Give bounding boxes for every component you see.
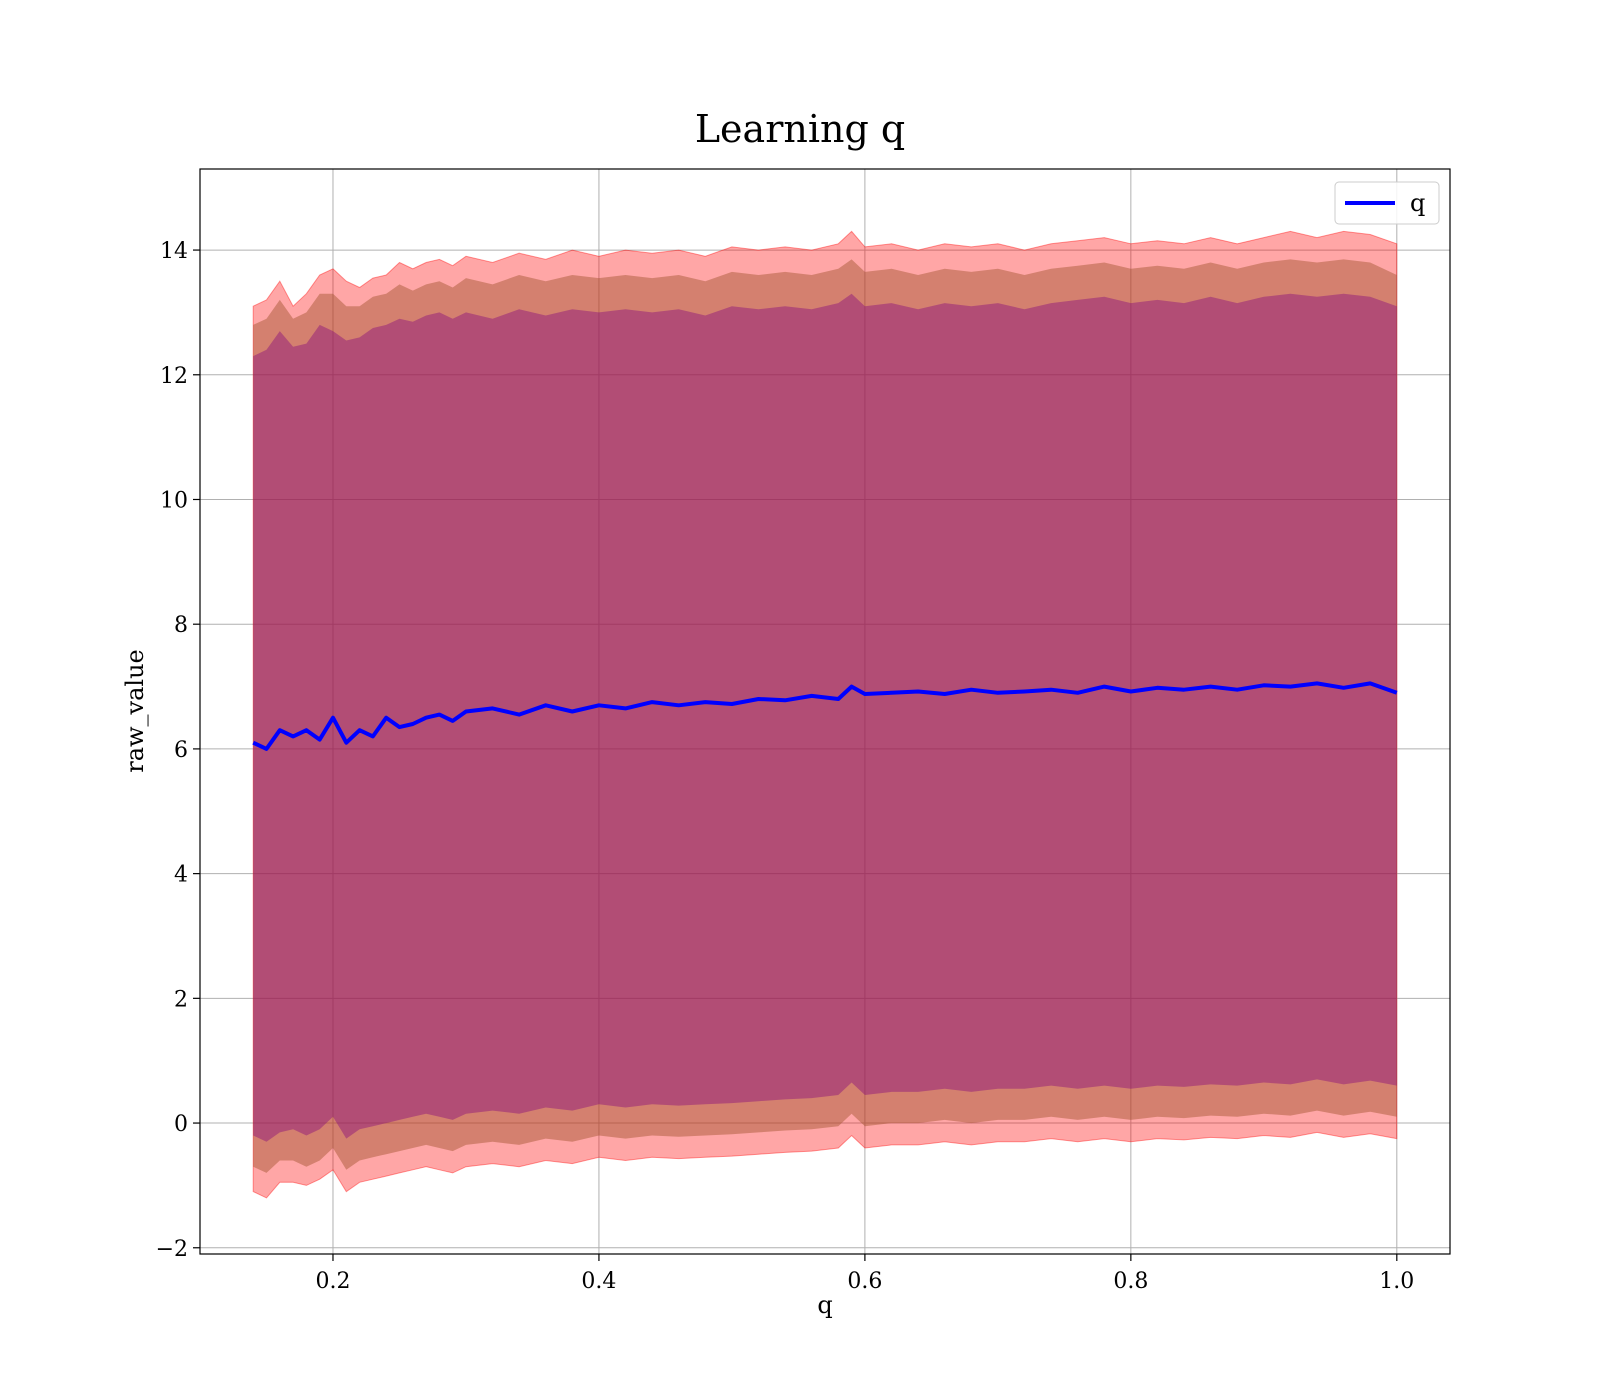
chart-title: Learning q [695, 107, 905, 151]
x-tick-layer: 0.2 0.4 0.6 0.8 1.0 [315, 1254, 1414, 1294]
y-tick-label: 6 [174, 738, 188, 763]
y-tick-label: −2 [156, 1237, 188, 1262]
plot-frame [199, 168, 1451, 1255]
legend: q [1334, 181, 1440, 225]
line-layer [252, 681, 1398, 751]
x-tick-label: 0.8 [1113, 1269, 1148, 1294]
y-tick-label: 8 [174, 613, 188, 638]
band-layer [252, 230, 1398, 1199]
x-axis-label: q [817, 1291, 832, 1319]
y-tick-label: 14 [160, 239, 188, 264]
band-mid [253, 259, 1397, 1173]
legend-label-q: q [1410, 189, 1425, 217]
x-tick-label: 0.4 [581, 1269, 616, 1294]
y-tick-label: 12 [160, 364, 188, 389]
x-tick-label: 1.0 [1379, 1269, 1414, 1294]
y-tick-label: 0 [174, 1112, 188, 1137]
y-tick-label: 4 [174, 863, 188, 888]
x-tick-label: 0.2 [315, 1269, 350, 1294]
series-line-q [252, 681, 1398, 751]
y-tick-label: 2 [174, 987, 188, 1012]
band-inner [253, 293, 1397, 1142]
grid-layer [200, 169, 1450, 1254]
y-tick-label: 10 [160, 488, 188, 513]
y-axis-label: raw_value [121, 649, 149, 773]
y-tick-layer: −2 0 2 4 6 8 10 12 14 [156, 239, 200, 1262]
x-tick-label: 0.6 [847, 1269, 882, 1294]
band-outer [252, 230, 1398, 1199]
